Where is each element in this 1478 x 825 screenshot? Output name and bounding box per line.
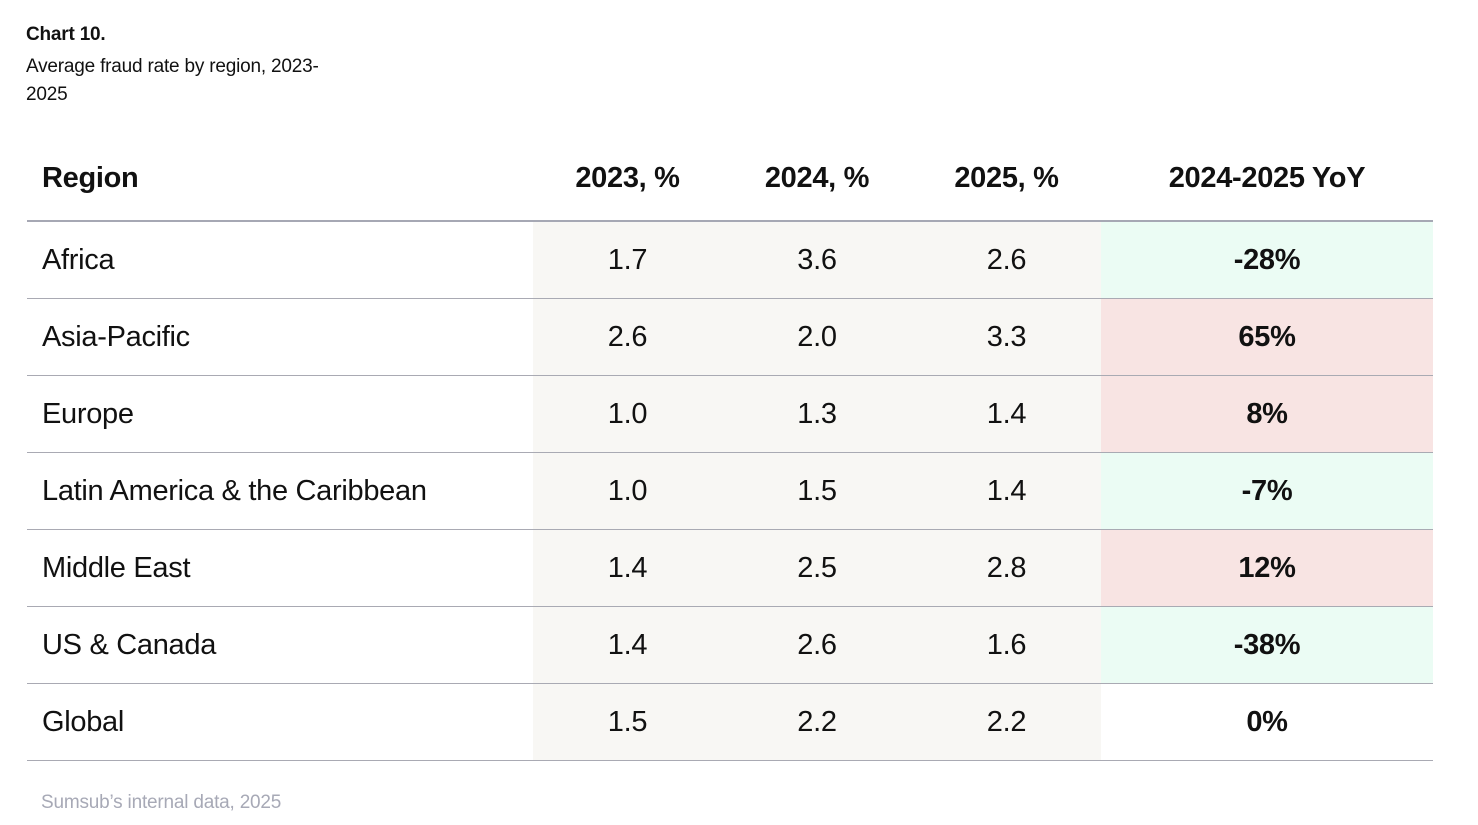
table-row: US & Canada 1.4 2.6 1.6 -38%	[27, 606, 1433, 684]
source-note: Sumsub’s internal data, 2025	[41, 792, 282, 813]
value-2024-cell: 2.2	[722, 683, 912, 761]
yoy-cell: -28%	[1101, 221, 1433, 299]
column-header-2025: 2025, %	[912, 136, 1101, 222]
value-2023-cell: 1.7	[533, 221, 722, 299]
value-2024-cell: 3.6	[722, 221, 912, 299]
yoy-cell: 12%	[1101, 529, 1433, 607]
value-2025-cell: 2.6	[912, 221, 1101, 299]
value-2023-cell: 1.0	[533, 375, 722, 453]
region-cell: Europe	[27, 375, 533, 453]
value-2024-cell: 1.5	[722, 452, 912, 530]
value-2025-cell: 2.2	[912, 683, 1101, 761]
region-cell: US & Canada	[27, 606, 533, 684]
value-2024-cell: 2.5	[722, 529, 912, 607]
column-header-region: Region	[27, 136, 533, 222]
region-cell: Asia-Pacific	[27, 298, 533, 376]
chart-title: Average fraud rate by region, 2023-2025	[26, 56, 319, 105]
yoy-cell: -38%	[1101, 606, 1433, 684]
region-cell: Middle East	[27, 529, 533, 607]
value-2024-cell: 1.3	[722, 375, 912, 453]
table-row: Middle East 1.4 2.5 2.8 12%	[27, 529, 1433, 607]
value-2025-cell: 1.4	[912, 375, 1101, 453]
value-2023-cell: 1.0	[533, 452, 722, 530]
yoy-cell: 65%	[1101, 298, 1433, 376]
column-header-yoy: 2024-2025 YoY	[1101, 136, 1433, 222]
table-row: Asia-Pacific 2.6 2.0 3.3 65%	[27, 298, 1433, 376]
value-2025-cell: 2.8	[912, 529, 1101, 607]
value-2023-cell: 1.5	[533, 683, 722, 761]
value-2023-cell: 1.4	[533, 606, 722, 684]
region-cell: Africa	[27, 221, 533, 299]
value-2025-cell: 3.3	[912, 298, 1101, 376]
table-row: Global 1.5 2.2 2.2 0%	[27, 683, 1433, 761]
value-2025-cell: 1.4	[912, 452, 1101, 530]
yoy-cell: 0%	[1101, 683, 1433, 761]
table-row: Latin America & the Caribbean 1.0 1.5 1.4 -7…	[27, 452, 1433, 530]
yoy-cell: -7%	[1101, 452, 1433, 530]
table-body: Africa 1.7 3.6 2.6 -28% Asia-Pacific 2.6 2.0 3.3…	[27, 221, 1433, 761]
region-cell: Latin America & the Caribbean	[27, 452, 533, 530]
table-row: Europe 1.0 1.3 1.4 8%	[27, 375, 1433, 453]
region-cell: Global	[27, 683, 533, 761]
fraud-rate-table: Region 2023, % 2024, % 2025, % 2024-2025…	[27, 136, 1433, 761]
table-row: Africa 1.7 3.6 2.6 -28%	[27, 221, 1433, 299]
value-2024-cell: 2.6	[722, 606, 912, 684]
value-2023-cell: 2.6	[533, 298, 722, 376]
value-2025-cell: 1.6	[912, 606, 1101, 684]
chart-label: Chart 10.	[26, 24, 106, 45]
value-2023-cell: 1.4	[533, 529, 722, 607]
value-2024-cell: 2.0	[722, 298, 912, 376]
column-header-2023: 2023, %	[533, 136, 722, 222]
column-header-2024: 2024, %	[722, 136, 912, 222]
table-header-row: Region 2023, % 2024, % 2025, % 2024-2025…	[27, 136, 1433, 222]
yoy-cell: 8%	[1101, 375, 1433, 453]
